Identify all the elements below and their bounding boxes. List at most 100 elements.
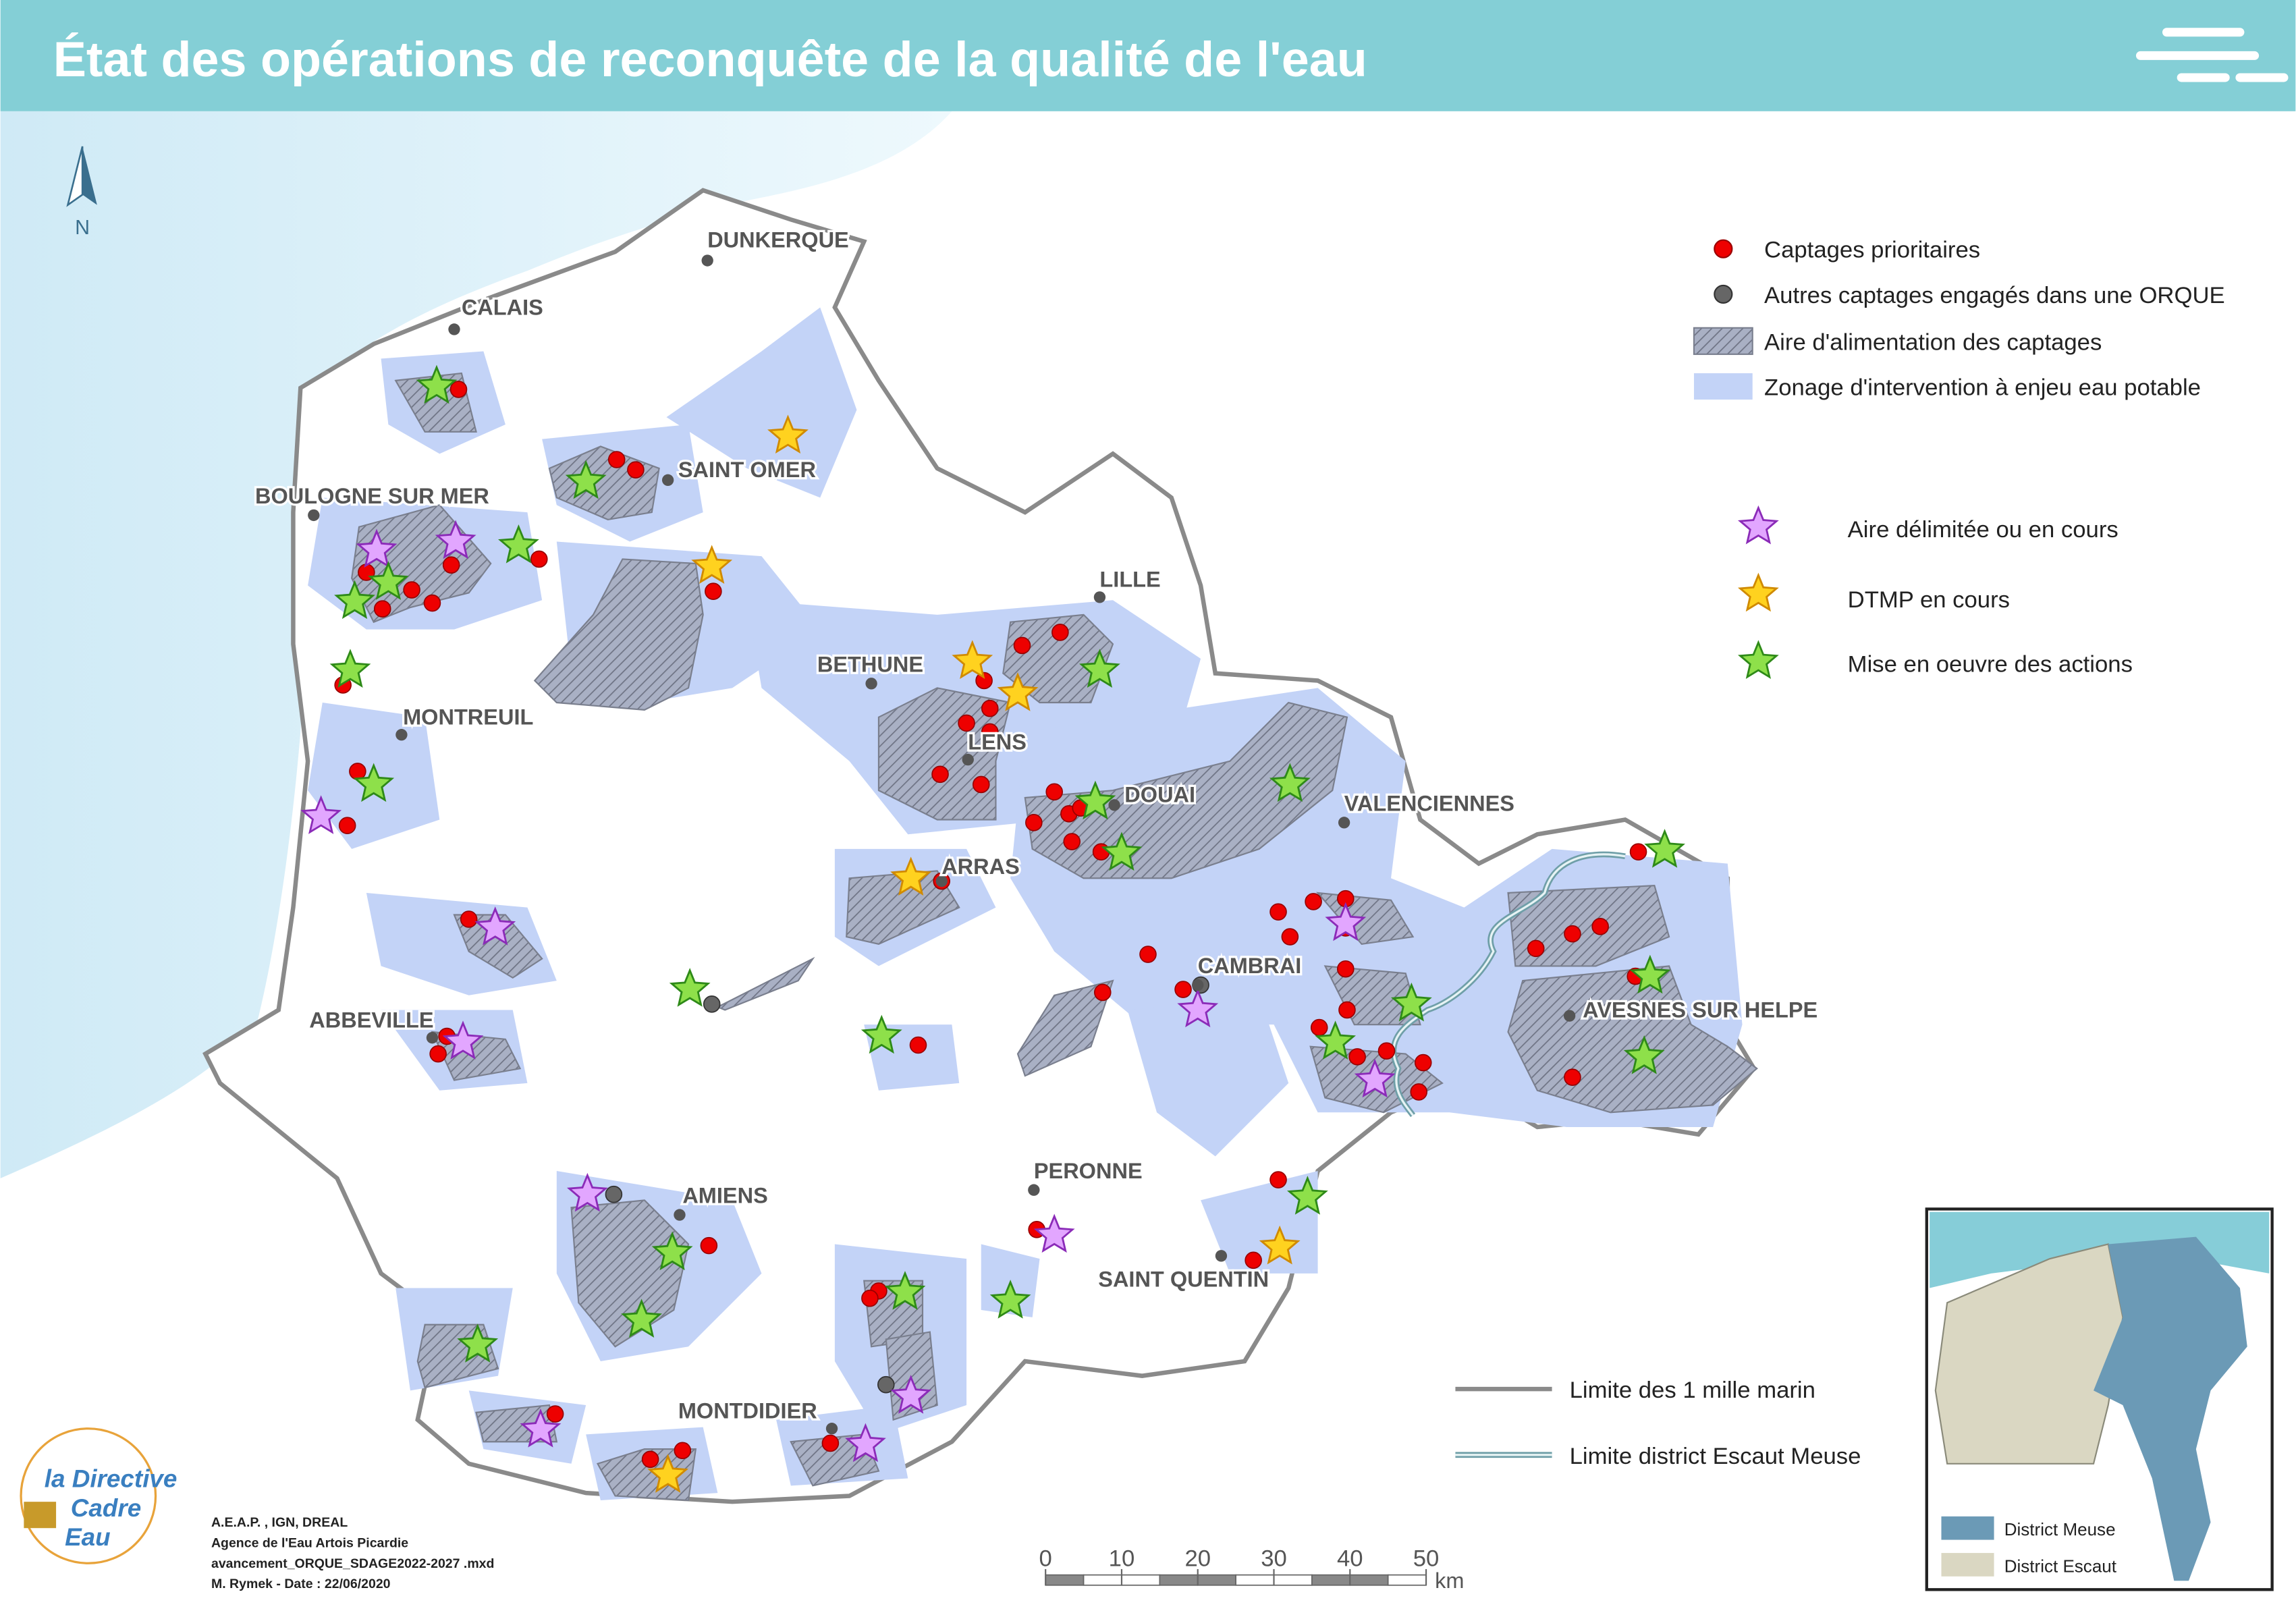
priority-catchment — [975, 672, 993, 690]
status-star — [356, 528, 398, 568]
priority-catchment — [1564, 925, 1581, 943]
credit-line: Agence de l'Eau Artois Picardie — [211, 1535, 408, 1550]
priority-catchment — [981, 699, 999, 717]
status-star — [520, 1408, 562, 1448]
city-dot — [825, 1423, 838, 1435]
status-star — [1623, 1035, 1665, 1074]
priority-catchment — [1051, 624, 1069, 641]
legend-swatch — [1693, 373, 1753, 400]
city-label: LILLE — [1099, 568, 1160, 592]
orque-catchment — [703, 995, 721, 1013]
status-star — [884, 1271, 926, 1310]
city-dot — [1563, 1010, 1576, 1022]
city-dot — [395, 729, 408, 741]
legend-label: Limite district Escaut Meuse — [1570, 1444, 1861, 1469]
priority-catchment — [1310, 1018, 1328, 1037]
city-label: DOUAI — [1124, 782, 1195, 806]
priority-catchment — [449, 381, 468, 398]
scale-segment — [1235, 1574, 1275, 1586]
priority-catchment — [460, 910, 478, 928]
north-arrow: N — [66, 146, 97, 239]
priority-catchment — [931, 765, 949, 784]
priority-catchment — [1092, 843, 1110, 861]
status-star — [1354, 1058, 1396, 1098]
city-label: PERONNE — [1034, 1159, 1143, 1183]
status-star — [353, 763, 395, 802]
scale-segment — [1045, 1574, 1085, 1586]
credits: A.E.A.P. , IGN, DREAL Agence de l'Eau Ar… — [211, 1515, 494, 1591]
status-star — [989, 1280, 1031, 1319]
city-dot — [1093, 591, 1106, 603]
legend-label: Aire d'alimentation des captages — [1764, 329, 2102, 355]
priority-catchment — [821, 1434, 840, 1452]
priority-catchment — [1564, 1068, 1581, 1087]
status-star — [1629, 954, 1671, 994]
city-dot — [1028, 1184, 1040, 1196]
city-label: CALAIS — [462, 295, 543, 319]
priority-catchment — [1174, 981, 1192, 998]
logo-text: Eau — [65, 1523, 111, 1551]
status-star — [1644, 829, 1685, 868]
credit-line: avancement_ORQUE_SDAGE2022-2027 .mxd — [211, 1556, 494, 1571]
priority-catchment — [1281, 928, 1299, 946]
status-star — [498, 524, 539, 564]
title: État des opérations de reconquête de la … — [53, 31, 1367, 87]
status-star — [890, 856, 932, 896]
legend: Captages prioritaires Autres captages en… — [1455, 238, 2225, 1469]
status-star — [691, 545, 733, 584]
scale-segment — [1387, 1574, 1427, 1586]
city-dot — [661, 474, 674, 487]
priority-catchment — [403, 581, 420, 599]
priority-catchment — [349, 763, 366, 780]
priority-catchment — [530, 550, 548, 568]
scale-tick-label: 40 — [1337, 1546, 1363, 1572]
city-label: AMIENS — [682, 1184, 767, 1208]
scale-tick-label: 0 — [1039, 1546, 1052, 1572]
city-dot — [448, 323, 460, 335]
status-star — [621, 1298, 663, 1338]
city-dot — [426, 1031, 439, 1044]
header-bar — [0, 0, 2296, 111]
status-star — [997, 672, 1039, 711]
scale-bar: km 0 10 20 30 40 50 — [1039, 1546, 1465, 1593]
priority-catchment — [1139, 946, 1157, 963]
credit-line: M. Rymek - Date : 22/06/2020 — [211, 1577, 391, 1591]
logo-text: la Directive — [45, 1465, 177, 1492]
city-dot — [962, 753, 974, 766]
status-star — [1177, 988, 1219, 1028]
status-star — [1390, 982, 1432, 1022]
legend-label: Aire délimitée ou en cours — [1848, 517, 2119, 543]
priority-catchment — [1629, 843, 1647, 861]
inset-map: District Meuse District Escaut — [1925, 1207, 2274, 1591]
city-label: LENS — [968, 730, 1027, 754]
scale-tick-label: 10 — [1109, 1546, 1135, 1572]
priority-catchment — [1410, 1083, 1428, 1101]
priority-catchment — [1591, 918, 1609, 935]
priority-catchment — [607, 451, 626, 468]
status-star — [767, 414, 809, 454]
status-star — [1315, 1020, 1357, 1060]
legend-label: Mise en oeuvre des actions — [1848, 651, 2133, 677]
priority-catchment — [442, 556, 460, 574]
priority-catchment — [705, 582, 722, 600]
city-label: MONTDIDIER — [678, 1399, 817, 1423]
status-star — [1325, 902, 1367, 941]
inset-legend-label: District Escaut — [2004, 1556, 2117, 1576]
priority-catchment — [1527, 939, 1545, 958]
priority-catchment — [373, 600, 391, 618]
status-star — [416, 364, 458, 404]
scale-tick-label: 50 — [1413, 1546, 1440, 1572]
status-star — [1737, 572, 1779, 612]
status-star — [1259, 1225, 1301, 1265]
status-star — [457, 1323, 499, 1363]
legend-label: DTMP en cours — [1848, 587, 2010, 613]
status-star — [300, 795, 342, 834]
status-star — [367, 561, 409, 600]
city-label: DUNKERQUE — [707, 228, 849, 252]
legend-label: Limite des 1 mille marin — [1570, 1377, 1815, 1403]
priority-catchment — [641, 1450, 659, 1469]
status-star — [565, 460, 607, 499]
inset-legend-label: District Meuse — [2004, 1519, 2116, 1539]
city-label: CAMBRAI — [1198, 954, 1302, 978]
